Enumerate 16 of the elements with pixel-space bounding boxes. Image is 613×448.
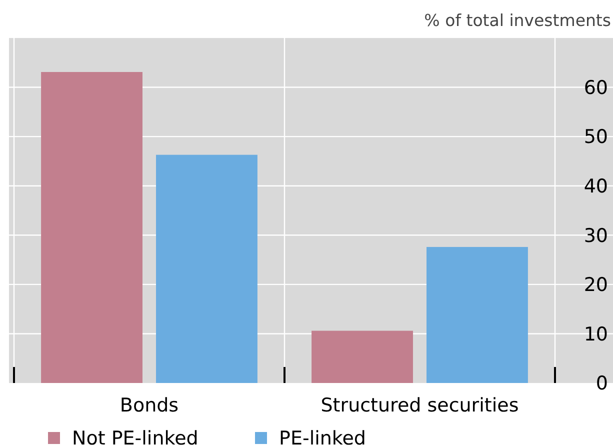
x-tick-label: Bonds: [120, 394, 179, 417]
y-tick-label: 20: [584, 274, 608, 296]
y-tick-label: 50: [584, 126, 608, 148]
bar: [156, 154, 258, 383]
y-axis-title: % of total investments: [424, 11, 611, 30]
y-tick-label: 40: [584, 176, 608, 198]
legend-label: PE-linked: [279, 428, 366, 448]
bar: [41, 72, 142, 383]
y-tick-label: 10: [584, 323, 608, 346]
y-tick-label: 30: [584, 224, 608, 247]
y-tick-label: 60: [584, 76, 608, 99]
bar: [426, 246, 528, 383]
y-tick-label: 0: [596, 372, 608, 395]
x-tick-label: Structured securities: [320, 394, 519, 417]
bar: [312, 330, 413, 383]
legend-label: Not PE-linked: [72, 428, 198, 448]
